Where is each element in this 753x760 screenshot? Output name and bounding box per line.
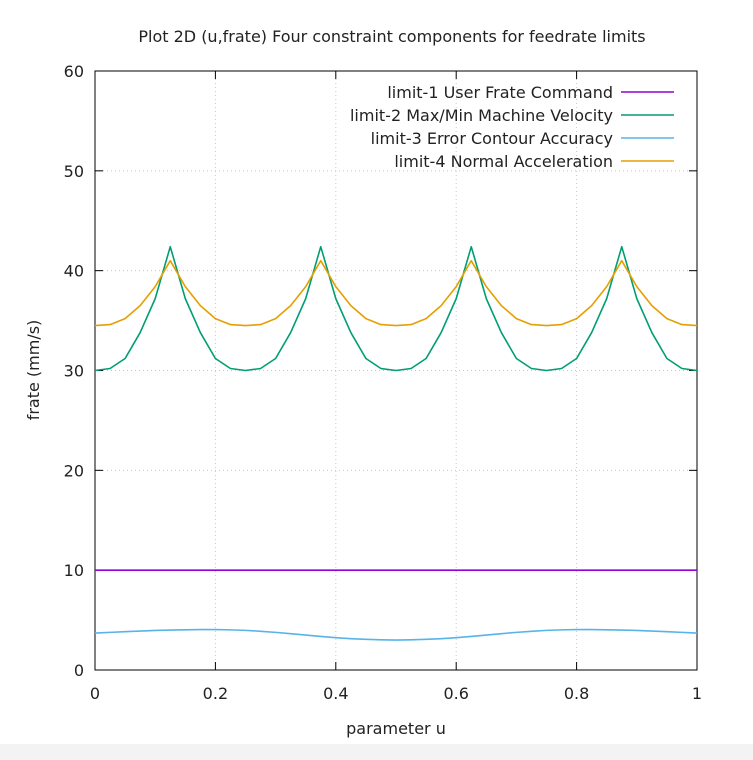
x-tick-label: 0.4 [323,684,348,703]
legend-label: limit-3 Error Contour Accuracy [371,129,613,148]
series-lines [94,245,698,641]
x-tick-label: 0.8 [564,684,589,703]
y-tick-label: 30 [64,362,84,381]
x-axis-label: parameter u [346,719,446,738]
x-tick-label: 0.6 [443,684,468,703]
legend-label: limit-4 Normal Acceleration [394,152,613,171]
x-tick-label: 1 [692,684,702,703]
legend: limit-1 User Frate Command limit-2 Max/Mi… [350,83,674,171]
x-tick-label: 0 [90,684,100,703]
y-tick-label: 20 [64,461,84,480]
y-tick-label: 40 [64,262,84,281]
bottom-strip [0,744,753,760]
series-line [94,628,698,641]
y-axis-label: frate (mm/s) [24,320,43,421]
chart-title: Plot 2D (u,frate) Four constraint compon… [138,27,645,46]
series-line [94,245,698,372]
y-tick-label: 10 [64,561,84,580]
y-tick-label: 0 [74,661,84,680]
x-tick-label: 0.2 [203,684,228,703]
legend-label: limit-2 Max/Min Machine Velocity [350,106,613,125]
y-tick-label: 50 [64,162,84,181]
legend-label: limit-1 User Frate Command [387,83,613,102]
series-line [94,259,698,327]
y-tick-label: 60 [64,62,84,81]
